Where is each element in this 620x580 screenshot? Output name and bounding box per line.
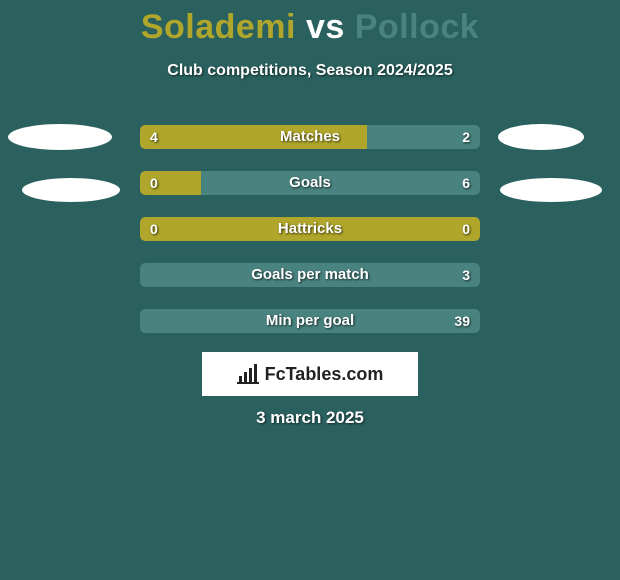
- decor-ellipse-left-top: [8, 124, 112, 150]
- decor-ellipse-left-bot: [22, 178, 120, 202]
- bar-label: Hattricks: [140, 217, 480, 241]
- subtitle: Club competitions, Season 2024/2025: [0, 62, 620, 80]
- stat-bar-row: Goals per match3: [140, 263, 480, 287]
- stat-bars: Matches42Goals06Hattricks00Goals per mat…: [140, 125, 480, 355]
- decor-ellipse-right-top: [498, 124, 584, 150]
- vs-text: vs: [306, 8, 345, 46]
- bar-value-left: 0: [150, 171, 158, 195]
- bar-value-right: 6: [462, 171, 470, 195]
- bar-value-left: 0: [150, 217, 158, 241]
- stat-bar-row: Matches4 2: [140, 125, 480, 149]
- player-b-name: Pollock: [355, 8, 479, 46]
- bar-label: Min per goal: [140, 309, 480, 333]
- stat-bar-row: Min per goal39: [140, 309, 480, 333]
- page-title: Solademi vs Pollock: [0, 8, 620, 47]
- chart-bars-icon: [237, 364, 259, 384]
- bar-label: Matches: [140, 125, 480, 149]
- stat-bar-row: Hattricks0 0: [140, 217, 480, 241]
- bar-value-left: 4: [150, 125, 158, 149]
- bar-value-right: 0: [462, 217, 470, 241]
- date-text: 3 march 2025: [0, 408, 620, 428]
- comparison-chart: Solademi vs Pollock Club competitions, S…: [0, 0, 620, 580]
- bar-label: Goals: [140, 171, 480, 195]
- stat-bar-row: Goals0 6: [140, 171, 480, 195]
- logo-text: FcTables.com: [265, 364, 384, 385]
- decor-ellipse-right-bot: [500, 178, 602, 202]
- bar-value-right: 2: [462, 125, 470, 149]
- bar-value-right: 39: [454, 309, 470, 333]
- bar-label: Goals per match: [140, 263, 480, 287]
- bar-value-right: 3: [462, 263, 470, 287]
- fctables-logo: FcTables.com: [202, 352, 418, 396]
- player-a-name: Solademi: [141, 8, 296, 46]
